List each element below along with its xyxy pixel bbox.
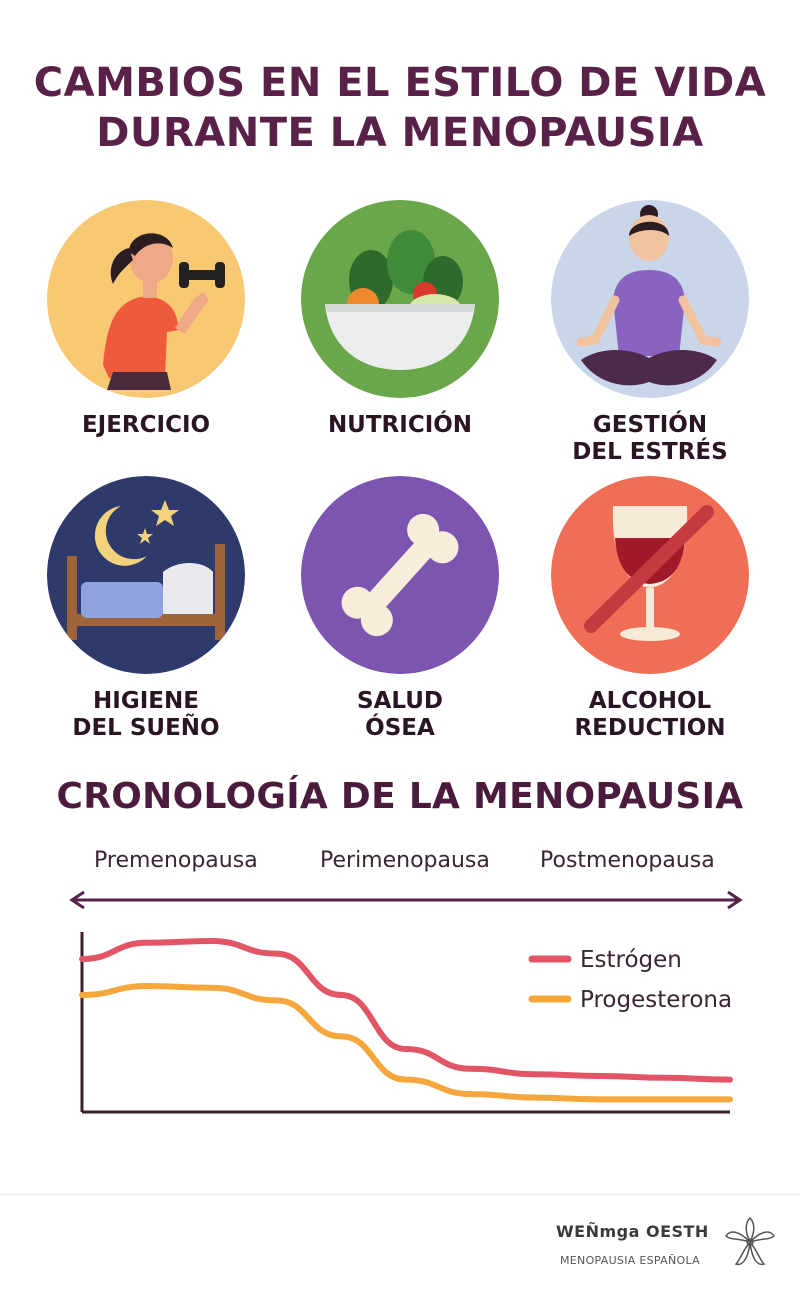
legend-label: Progesterona — [580, 987, 732, 1013]
card-label: GESTIÓN DEL ESTRÉS — [572, 412, 728, 465]
bone-icon — [301, 476, 499, 674]
title-line-1: CAMBIOS EN EL ESTILO DE VIDA — [33, 60, 767, 106]
legend-label: Estrógen — [580, 947, 682, 973]
footer-divider — [0, 1194, 800, 1195]
phase-label: Premenopausa — [94, 848, 258, 873]
no-wine-icon — [551, 476, 749, 674]
phase-label: Perimenopausa — [320, 848, 490, 873]
meditation-icon — [551, 200, 749, 398]
timeline-title: CRONOLOGÍA DE LA MENOPAUSIA — [56, 776, 744, 817]
card-label: ALCOHOL REDUCTION — [574, 688, 726, 741]
timeline-arrow — [69, 890, 743, 910]
card-label: NUTRICIÓN — [327, 412, 473, 438]
card-label: EJERCICIO — [81, 412, 211, 438]
dumbbell-woman-icon — [47, 200, 245, 398]
moon-bed-icon — [47, 476, 245, 674]
brand-name: WEÑmga OESTH — [556, 1222, 709, 1241]
series-line-0 — [79, 937, 733, 1083]
brand-subtitle: MENOPAUSIA ESPAÑOLA — [560, 1254, 700, 1267]
phase-label: Postmenopausa — [540, 848, 715, 873]
page-title: CAMBIOS EN EL ESTILO DE VIDA DURANTE LA … — [0, 58, 800, 158]
card-label: SALUD ÓSEA — [357, 688, 443, 741]
hormone-chart: Estrógen Progesterona — [69, 890, 743, 1114]
salad-bowl-icon — [301, 200, 499, 398]
title-line-2: DURANTE LA MENOPAUSIA — [96, 110, 704, 156]
series-line-1 — [79, 982, 733, 1103]
card-label: HIGIENE DEL SUEÑO — [72, 688, 220, 741]
flower-logo-icon — [725, 1216, 775, 1266]
